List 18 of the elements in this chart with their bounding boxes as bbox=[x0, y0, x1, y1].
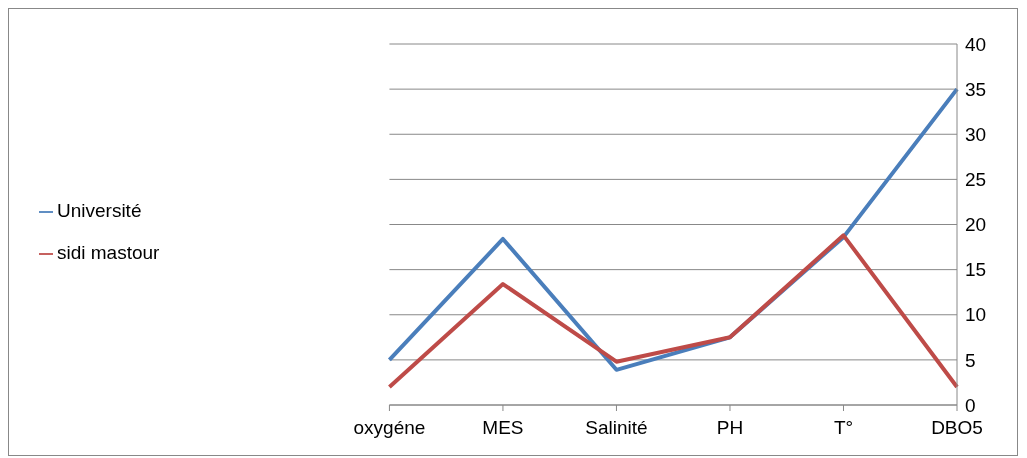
x-tick-label: oxygéne bbox=[353, 417, 426, 439]
y-tick-label: 5 bbox=[965, 349, 976, 371]
legend-label: sidi mastour bbox=[57, 242, 160, 263]
y-tick-label: 15 bbox=[965, 259, 987, 281]
y-tick-label: 30 bbox=[965, 123, 987, 145]
y-tick-label: 25 bbox=[965, 169, 987, 191]
x-tick-label: PH bbox=[716, 417, 744, 439]
y-tick-label: 35 bbox=[965, 78, 987, 100]
legend-label: Université bbox=[57, 200, 142, 221]
x-tick-label: T° bbox=[833, 417, 854, 439]
y-tick-label: 0 bbox=[965, 394, 976, 416]
x-tick-label: DBO5 bbox=[931, 417, 983, 439]
x-tick-label: Salinité bbox=[585, 417, 648, 439]
line-series bbox=[387, 233, 959, 389]
y-tick-label: 40 bbox=[965, 33, 987, 55]
x-tick-label: MES bbox=[482, 417, 524, 439]
y-tick-label: 20 bbox=[965, 214, 987, 236]
y-tick-label: 10 bbox=[965, 304, 987, 326]
